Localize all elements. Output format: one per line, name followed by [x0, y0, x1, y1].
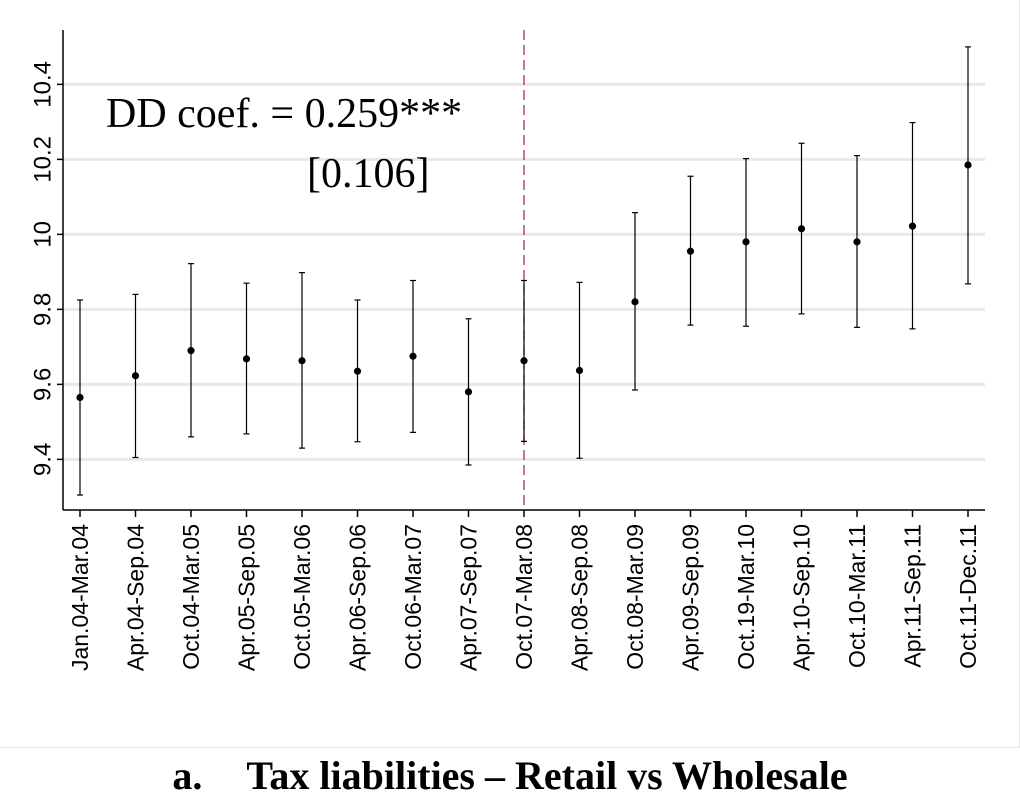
data-point	[908, 222, 917, 230]
y-tick-label: 9.4	[30, 443, 57, 476]
data-point	[353, 367, 362, 375]
data-point	[964, 161, 972, 169]
data-point	[187, 347, 195, 355]
data-point	[131, 372, 140, 380]
data-point	[686, 247, 695, 255]
x-tick-label: Apr.10-Sep.10	[789, 524, 815, 671]
y-tick-label: 9.6	[30, 368, 57, 401]
caption-text: Tax liabilities – Retail vs Wholesale	[246, 753, 848, 798]
x-tick-label: Oct.11-Dec.11	[955, 524, 981, 669]
annotation-coefficient: DD coef. = 0.259***	[106, 91, 462, 137]
x-tick-labels: Jan.04-Mar.04 Apr.04-Sep.04 Oct.04-Mar.05 A…	[67, 524, 981, 671]
error-bar-chart: 9.4 9.6 9.8 10 10.2 10.4 Jan.04-Mar.04 Apr.04-…	[30, 30, 985, 671]
x-tick-label: Apr.05-Sep.05	[234, 524, 260, 671]
data-point	[298, 357, 306, 365]
x-tick-label: Apr.04-Sep.04	[123, 524, 149, 671]
figure-caption: a. Tax liabilities – Retail vs Wholesale	[0, 752, 1020, 800]
x-tick-label: Apr.11-Sep.11	[900, 524, 926, 668]
x-tick-label: Oct.06-Mar.07	[400, 524, 426, 670]
x-tick-label: Apr.06-Sep.06	[345, 524, 371, 671]
data-point	[853, 238, 861, 246]
y-tick-label: 10.4	[30, 61, 57, 108]
data-point	[242, 355, 251, 363]
x-tick-label: Oct.19-Mar.10	[733, 524, 759, 670]
data-point	[631, 298, 639, 306]
x-tick-label: Oct.08-Mar.09	[622, 524, 648, 670]
y-tick-label: 10.2	[30, 136, 57, 183]
points	[76, 161, 972, 402]
y-tick-labels: 9.4 9.6 9.8 10 10.2 10.4	[30, 61, 57, 476]
data-point	[742, 238, 750, 246]
data-point	[520, 357, 528, 365]
data-point	[797, 225, 806, 233]
chart-frame: 9.4 9.6 9.8 10 10.2 10.4 Jan.04-Mar.04 Apr.04-…	[0, 0, 1020, 748]
y-tick-label: 10	[30, 221, 57, 248]
data-point	[409, 352, 417, 360]
x-tick-label: Oct.07-Mar.08	[511, 524, 537, 670]
data-point	[76, 393, 84, 402]
x-tick-label: Apr.09-Sep.09	[678, 524, 704, 671]
x-tick-label: Oct.04-Mar.05	[178, 524, 204, 670]
caption-letter: a.	[172, 753, 203, 798]
x-tick-label: Apr.08-Sep.08	[567, 524, 593, 671]
x-tick-label: Apr.07-Sep.07	[456, 524, 482, 671]
annotation-standard-error: [0.106]	[307, 151, 429, 197]
y-tick-label: 9.8	[30, 293, 57, 326]
x-tick-label: Oct.10-Mar.11	[844, 524, 870, 668]
data-point	[575, 366, 584, 375]
data-point	[464, 388, 473, 396]
x-tick-label: Jan.04-Mar.04	[67, 524, 93, 671]
axes	[57, 30, 985, 517]
x-tick-label: Oct.05-Mar.06	[289, 524, 315, 670]
